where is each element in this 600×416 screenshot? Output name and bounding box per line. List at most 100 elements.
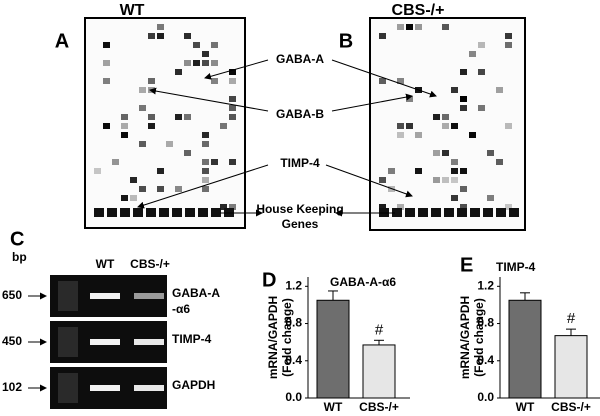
spot	[451, 123, 458, 129]
spot	[211, 78, 218, 84]
spot	[457, 208, 467, 217]
spot	[451, 168, 458, 174]
gels: WT CBS-/+ 650 GABA-A -α6 450 TIMP-4 102 GAPDH	[2, 257, 220, 409]
spot	[202, 168, 209, 174]
spot	[415, 24, 422, 30]
spot	[130, 177, 137, 183]
spot	[139, 186, 146, 192]
spot	[146, 208, 156, 217]
band	[90, 385, 120, 391]
blot-spots	[94, 24, 519, 217]
spot	[175, 114, 182, 120]
chart-title: TIMP-4	[496, 260, 536, 274]
spot	[211, 208, 221, 217]
spot	[211, 60, 218, 66]
spot	[202, 159, 209, 165]
spot	[451, 177, 458, 183]
x-tick-label: WT	[324, 400, 343, 414]
spot	[220, 204, 227, 210]
spot	[442, 123, 449, 129]
spot	[397, 204, 404, 210]
bar	[316, 299, 350, 399]
bar	[362, 344, 396, 399]
spot	[451, 87, 458, 93]
spot	[157, 168, 164, 174]
spot	[496, 159, 503, 165]
spot	[184, 33, 191, 39]
y-tick-label: 0.4	[285, 353, 302, 367]
spot	[379, 78, 386, 84]
spot	[202, 132, 209, 138]
spot	[505, 33, 512, 39]
arrow	[149, 87, 269, 112]
spot	[460, 204, 467, 210]
spot	[229, 204, 236, 210]
spot	[211, 159, 218, 165]
band	[90, 293, 120, 299]
spot	[483, 208, 493, 217]
panel-label: E	[460, 254, 473, 276]
spot	[406, 123, 413, 129]
arrow	[331, 93, 413, 112]
spot	[469, 132, 476, 138]
column-label: CBS-/+	[130, 257, 170, 271]
y-tick-label: 0.8	[285, 316, 302, 330]
x-tick-label: CBS-/+	[359, 400, 399, 414]
spot	[202, 186, 209, 192]
column-label: WT	[96, 257, 115, 271]
spot	[172, 208, 182, 217]
spot	[460, 105, 467, 111]
y-tick-label: 1.2	[285, 278, 302, 292]
spot	[157, 186, 164, 192]
spot	[460, 69, 467, 75]
spot	[94, 168, 101, 174]
spot	[470, 208, 480, 217]
arrows	[137, 59, 437, 217]
spot	[478, 105, 485, 111]
spot	[442, 24, 449, 30]
spot	[121, 132, 128, 138]
spot	[112, 159, 119, 165]
band	[90, 339, 120, 345]
spot	[220, 123, 227, 129]
band	[134, 293, 164, 299]
spot	[94, 208, 104, 217]
spot	[193, 60, 200, 66]
spot	[103, 123, 110, 129]
spot	[229, 78, 236, 84]
spot	[460, 96, 467, 102]
spot	[211, 42, 218, 48]
spot	[406, 24, 413, 30]
spot	[460, 186, 467, 192]
spot	[148, 123, 155, 129]
x-tick-label: WT	[516, 400, 535, 414]
gene-label: TIMP-4	[172, 332, 212, 346]
y-axis-label: (Fold change)	[280, 298, 294, 377]
chart-title: GABA-A-α6	[330, 275, 396, 289]
spot	[433, 177, 440, 183]
spot	[185, 208, 195, 217]
spot	[444, 208, 454, 217]
spot	[103, 42, 110, 48]
spot	[139, 141, 146, 147]
size-label: 650	[2, 288, 22, 302]
arrow	[331, 59, 437, 98]
spot	[451, 159, 458, 165]
spot	[157, 33, 164, 39]
spot	[121, 114, 128, 120]
spot	[202, 51, 209, 57]
spot	[229, 159, 236, 165]
panel-label: A	[55, 30, 69, 52]
spot	[229, 114, 236, 120]
spot	[130, 195, 137, 201]
spot	[229, 96, 236, 102]
spot	[193, 42, 200, 48]
spot	[120, 208, 130, 217]
ladder	[58, 373, 78, 403]
spot	[397, 24, 404, 30]
spot	[442, 114, 449, 120]
array-label: Genes	[282, 217, 319, 231]
spot	[107, 208, 117, 217]
arrow	[204, 59, 269, 80]
